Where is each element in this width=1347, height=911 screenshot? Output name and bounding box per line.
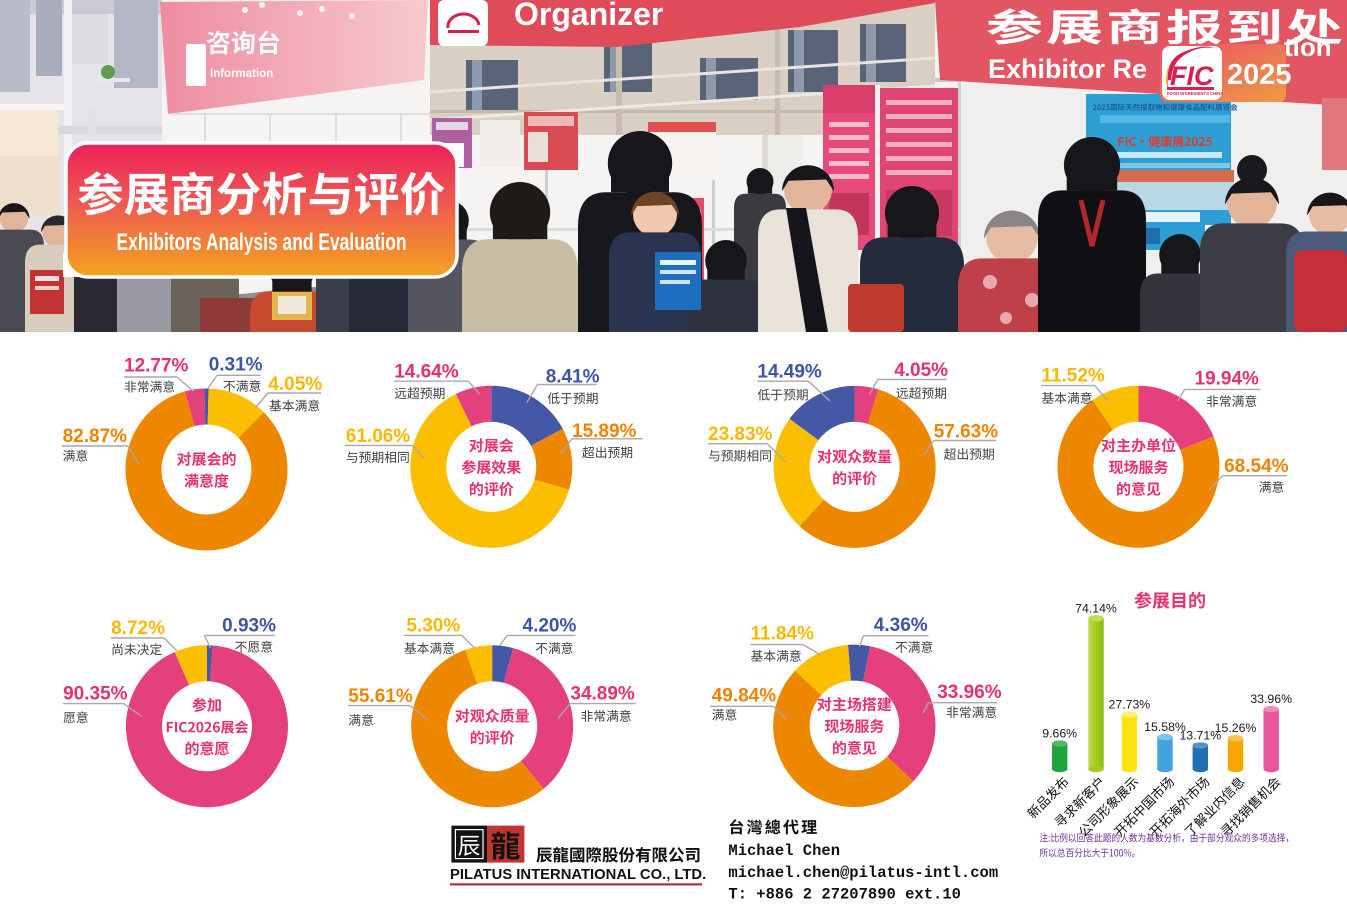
- svg-text:12.77%: 12.77%: [124, 356, 189, 377]
- svg-text:0.31%: 0.31%: [209, 355, 263, 376]
- svg-text:11.84%: 11.84%: [751, 624, 814, 645]
- svg-text:0.93%: 0.93%: [222, 615, 276, 636]
- svg-text:8.41%: 8.41%: [546, 367, 600, 388]
- svg-text:5.30%: 5.30%: [406, 615, 460, 636]
- svg-text:14.64%: 14.64%: [394, 362, 459, 383]
- svg-text:Michael Chen: Michael Chen: [728, 842, 840, 860]
- svg-text:15.26%: 15.26%: [1215, 721, 1257, 735]
- svg-text:19.94%: 19.94%: [1195, 369, 1260, 390]
- svg-text:90.35%: 90.35%: [63, 684, 128, 705]
- svg-text:33.96%: 33.96%: [1250, 692, 1292, 706]
- svg-text:T: +886 2 27207890 ext.10: T: +886 2 27207890 ext.10: [728, 886, 961, 904]
- svg-text:11.52%: 11.52%: [1041, 365, 1104, 386]
- svg-text:68.54%: 68.54%: [1224, 456, 1289, 477]
- svg-text:13.71%: 13.71%: [1179, 728, 1221, 742]
- svg-text:Organizer: Organizer: [514, 0, 663, 32]
- svg-text:57.63%: 57.63%: [934, 421, 999, 442]
- svg-text:8.72%: 8.72%: [111, 618, 165, 639]
- svg-text:2025: 2025: [1227, 59, 1292, 91]
- svg-text:tion: tion: [1284, 32, 1332, 62]
- svg-text:23.83%: 23.83%: [708, 424, 773, 445]
- svg-text:49.84%: 49.84%: [712, 685, 777, 706]
- svg-text:FOOD INGREDIENTS CHINA: FOOD INGREDIENTS CHINA: [1167, 91, 1223, 96]
- svg-text:27.73%: 27.73%: [1109, 698, 1151, 712]
- svg-text:4.05%: 4.05%: [894, 360, 948, 381]
- svg-text:33.96%: 33.96%: [937, 682, 1002, 703]
- svg-text:61.06%: 61.06%: [346, 426, 411, 447]
- svg-text:Exhibitors Analysis and Evalua: Exhibitors Analysis and Evaluation: [117, 229, 407, 256]
- svg-text:9.66%: 9.66%: [1042, 727, 1077, 741]
- svg-text:14.49%: 14.49%: [757, 362, 822, 383]
- svg-text:82.87%: 82.87%: [63, 426, 128, 447]
- svg-text:4.20%: 4.20%: [523, 615, 577, 636]
- svg-text:PILATUS INTERNATIONAL CO., LTD: PILATUS INTERNATIONAL CO., LTD.: [450, 867, 706, 883]
- svg-text:4.36%: 4.36%: [874, 615, 928, 636]
- svg-text:55.61%: 55.61%: [348, 686, 413, 707]
- svg-text:4.05%: 4.05%: [268, 374, 322, 395]
- svg-text:FIC: FIC: [1170, 61, 1214, 91]
- svg-text:15.89%: 15.89%: [572, 421, 637, 442]
- svg-text:34.89%: 34.89%: [570, 684, 635, 705]
- svg-text:Information: Information: [210, 68, 273, 80]
- svg-text:michael.chen@pilatus-intl.com: michael.chen@pilatus-intl.com: [728, 864, 998, 882]
- svg-text:74.14%: 74.14%: [1075, 601, 1117, 615]
- svg-text:Exhibitor Re: Exhibitor Re: [988, 54, 1147, 84]
- svg-text:15.58%: 15.58%: [1144, 720, 1186, 734]
